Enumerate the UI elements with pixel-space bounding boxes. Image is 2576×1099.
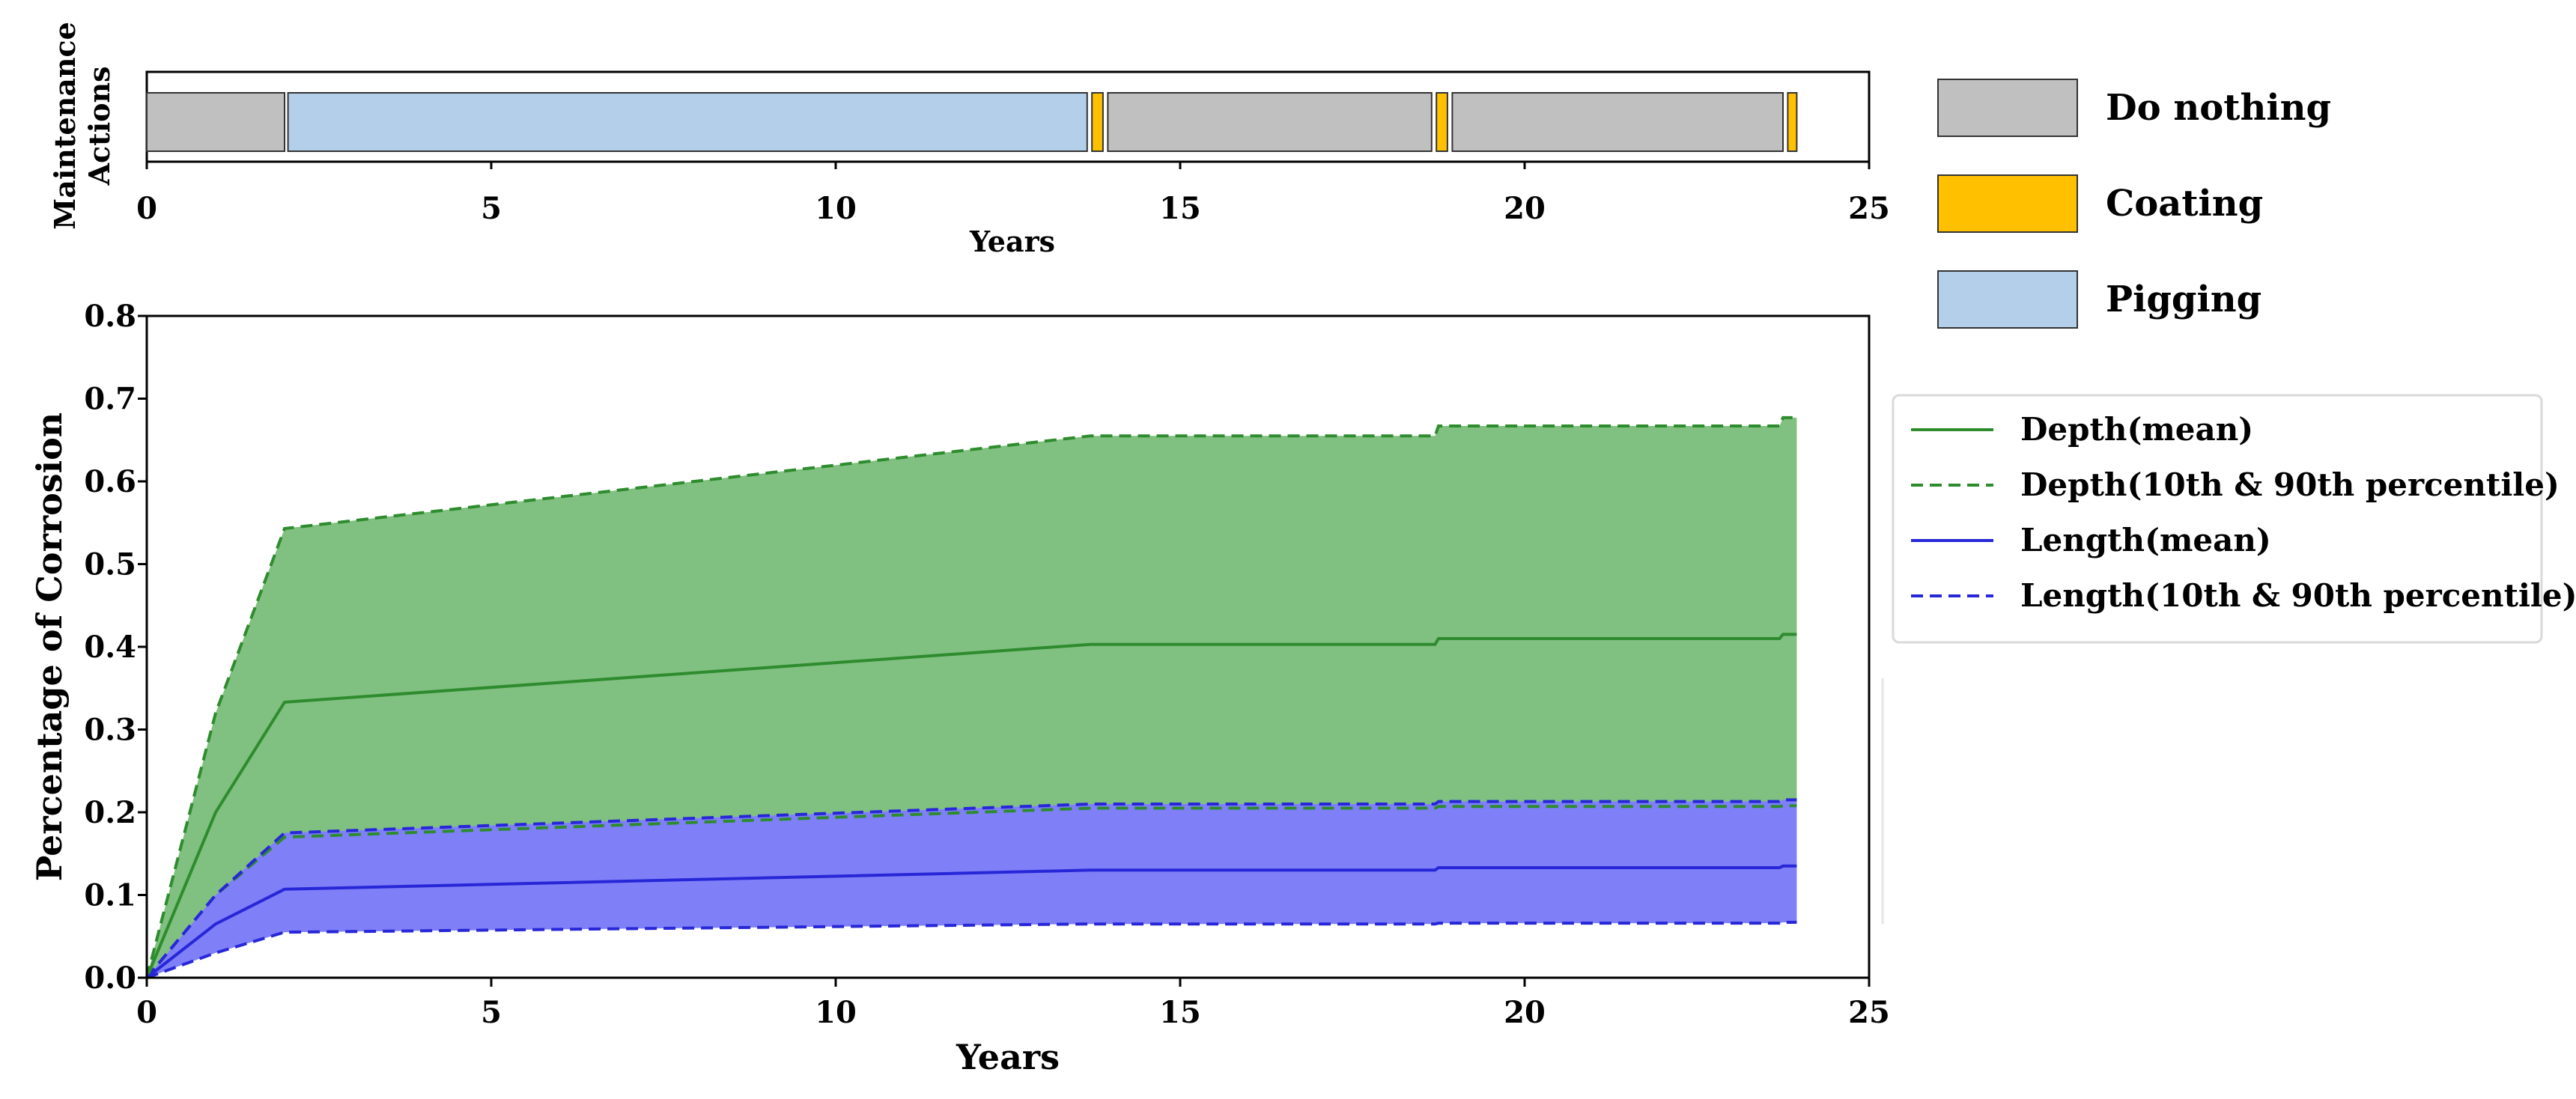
timeline-bar-coating-4	[1436, 92, 1448, 152]
timeline-bar-do-nothing-0	[146, 92, 285, 152]
timeline-x-tick-label: 0	[136, 191, 157, 226]
main-y-tick-label: 0.8	[84, 299, 136, 334]
timeline-ylabel-line-2: Actions	[82, 67, 116, 186]
timeline-ylabel-line-1: Maintenance	[48, 22, 82, 230]
timeline-bars	[146, 92, 1798, 152]
timeline-x-tick-label: 15	[1159, 191, 1201, 226]
timeline-x-tick-label: 20	[1504, 191, 1546, 226]
main-y-tick-label: 0.7	[84, 382, 136, 417]
main-x-tick-label: 10	[815, 995, 857, 1030]
timeline-bar-do-nothing-5	[1451, 92, 1784, 152]
maintenance-timeline-chart: 0 5 10 15 20 25 Maintenance Actions Years	[48, 22, 1890, 258]
band-upper-line-length-10th-90th-percentile	[145, 798, 1797, 979]
main-x-tick-label: 25	[1848, 995, 1890, 1030]
legend-swatch-coating	[1937, 174, 2078, 233]
legend-swatch-pigging	[1937, 270, 2078, 329]
legend-swatch-do-nothing	[1937, 79, 2078, 137]
mean-line-depth-mean	[145, 633, 1797, 978]
band-upper-line-depth-10th-90th-percentile	[145, 415, 1797, 978]
main-y-ticks: 0.0 0.1 0.2 0.3 0.4 0.5 0.6 0.7 0.8	[84, 299, 147, 996]
timeline-x-tick-label: 5	[481, 191, 502, 226]
main-y-tick-label: 0.2	[84, 795, 136, 830]
legend-label-coating: Coating	[2106, 183, 2263, 225]
band-lower-line-length-10th-90th-percentile	[146, 921, 1797, 979]
timeline-legend: Do nothing Coating Pigging	[1937, 79, 2331, 329]
legend-frame	[1892, 394, 2543, 644]
main-y-tick-label: 0.4	[84, 630, 136, 665]
timeline-bar-pigging-1	[287, 92, 1088, 152]
main-x-tick-label: 5	[481, 995, 502, 1030]
mean-line-length-mean	[145, 864, 1797, 979]
legend-label-length-10th-90th-percentile: Length(10th & 90th percentile)	[2020, 577, 2576, 614]
legend-label-depth-mean: Depth(mean)	[2020, 411, 2253, 448]
main-ylabel: Percentage of Corrosion	[29, 412, 70, 882]
main-x-tick-label: 0	[136, 995, 157, 1030]
main-y-tick-label: 0.6	[84, 464, 136, 499]
legend-label-do-nothing: Do nothing	[2106, 87, 2331, 129]
corrosion-legend: Depth(mean) Depth(10th & 90th percentile)…	[1892, 394, 2576, 644]
main-x-ticks: 0 5 10 15 20 25	[136, 978, 1890, 1030]
main-x-tick-label: 15	[1159, 995, 1201, 1030]
main-y-tick-label: 0.1	[84, 878, 136, 913]
timeline-bar-do-nothing-3	[1107, 92, 1433, 152]
main-y-tick-label: 0.0	[84, 961, 136, 996]
main-xlabel: Years	[956, 1037, 1060, 1077]
corrosion-area-chart: 0 5 10 15 20 25 0.0 0.1 0.2 0.3 0.4 0.5 0.6 0.7 0.8 P…	[29, 299, 1890, 1077]
timeline-bar-coating-2	[1091, 92, 1104, 152]
legend-items: Depth(mean) Depth(10th & 90th percentile)…	[1911, 411, 2576, 614]
legend-label-pigging: Pigging	[2106, 278, 2261, 320]
main-x-tick-label: 20	[1504, 995, 1546, 1030]
timeline-x-tick-label: 25	[1848, 191, 1890, 226]
main-y-tick-label: 0.3	[84, 713, 136, 748]
legend-label-length-mean: Length(mean)	[2020, 522, 2271, 558]
band-fill-depth-10th-90th-percentile	[147, 417, 1797, 978]
corrosion-plot-area	[145, 415, 1797, 979]
main-y-tick-label: 0.5	[84, 547, 136, 582]
band-fill-length-10th-90th-percentile	[147, 800, 1797, 978]
timeline-xlabel: Years	[969, 225, 1055, 258]
timeline-bar-coating-6	[1787, 92, 1798, 152]
legend-label-depth-10th-90th-percentile: Depth(10th & 90th percentile)	[2020, 466, 2560, 503]
timeline-x-tick-label: 10	[815, 191, 857, 226]
timeline-x-ticks: 0 5 10 15 20 25	[136, 162, 1890, 226]
